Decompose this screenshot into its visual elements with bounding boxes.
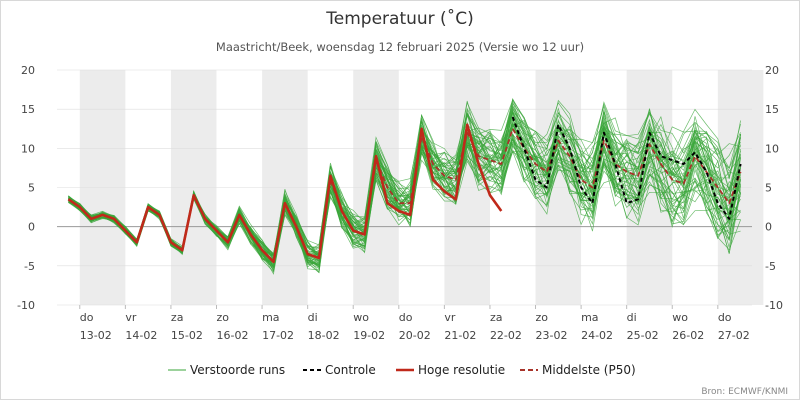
x-tick-date: 14-02 xyxy=(125,329,157,342)
x-tick-day: do xyxy=(399,311,413,324)
y-gridlines xyxy=(57,69,752,306)
x-tick-date: 17-02 xyxy=(262,329,294,342)
x-tick-date: 23-02 xyxy=(536,329,568,342)
x-tick-date: 19-02 xyxy=(353,329,385,342)
x-tick-date: 15-02 xyxy=(171,329,203,342)
x-tick-day: di xyxy=(627,311,637,324)
x-tick-day: za xyxy=(490,311,503,324)
y-tick-label: -10 xyxy=(17,299,35,312)
legend-label-hires: Hoge resolutie xyxy=(418,363,505,377)
y-tick-label: 15 xyxy=(21,103,35,116)
ensemble-line xyxy=(68,120,741,256)
y-tick-label: 20 xyxy=(21,64,35,77)
y-tick-label: -5 xyxy=(765,260,776,273)
legend: Verstoorde runs Controle Hoge resolutie … xyxy=(168,363,636,377)
legend-item-median[interactable]: Middelste (P50) xyxy=(520,363,636,377)
x-tick-date: 20-02 xyxy=(399,329,431,342)
y-tick-label: 0 xyxy=(765,221,772,234)
chart-title: Temperatuur (˚C) xyxy=(325,8,473,29)
x-tick-day: ma xyxy=(262,311,279,324)
x-tick-date: 22-02 xyxy=(490,329,522,342)
x-tick-day: za xyxy=(171,311,184,324)
x-tick-day: vr xyxy=(125,311,137,324)
x-tick-day: wo xyxy=(353,311,369,324)
x-tick-date: 27-02 xyxy=(718,329,750,342)
y-axis-right: -10 -5 0 5 10 15 20 xyxy=(765,64,783,312)
x-tick-day: do xyxy=(80,311,94,324)
y-tick-label: 5 xyxy=(28,182,35,195)
x-tick-day: wo xyxy=(672,311,688,324)
y-tick-label: 10 xyxy=(21,142,35,155)
x-tick-date: 25-02 xyxy=(627,329,659,342)
x-tick-date: 26-02 xyxy=(672,329,704,342)
chart-subtitle: Maastricht/Beek, woensdag 12 februari 20… xyxy=(216,40,584,54)
x-tick-day: vr xyxy=(444,311,456,324)
source-credit: Bron: ECMWF/KNMI xyxy=(701,387,788,397)
x-tick-day: do xyxy=(718,311,732,324)
x-axis: do 13-02 vr 14-02 za 15-02 zo 16-02 ma 17-02 di 18-… xyxy=(79,305,750,342)
y-tick-label: 15 xyxy=(765,103,779,116)
x-tick-day: zo xyxy=(217,311,230,324)
ensemble-line xyxy=(68,109,741,260)
legend-label-control: Controle xyxy=(325,363,376,377)
legend-label-ensemble: Verstoorde runs xyxy=(190,363,285,377)
legend-item-control[interactable]: Controle xyxy=(303,363,376,377)
y-axis-left: -10 -5 0 5 10 15 20 xyxy=(17,64,35,312)
legend-item-hires[interactable]: Hoge resolutie xyxy=(396,363,505,377)
x-tick-date: 16-02 xyxy=(217,329,249,342)
y-tick-label: 10 xyxy=(765,142,779,155)
x-tick-date: 21-02 xyxy=(444,329,476,342)
legend-item-ensemble[interactable]: Verstoorde runs xyxy=(168,363,285,377)
x-tick-day: ma xyxy=(581,311,598,324)
x-tick-day: di xyxy=(308,311,318,324)
legend-label-median: Middelste (P50) xyxy=(542,363,636,377)
x-tick-day: zo xyxy=(536,311,549,324)
y-tick-label: -10 xyxy=(765,299,783,312)
control-line xyxy=(511,116,742,220)
y-tick-label: -5 xyxy=(24,260,35,273)
x-tick-date: 18-02 xyxy=(308,329,340,342)
x-tick-date: 13-02 xyxy=(80,329,112,342)
main-series-lines xyxy=(67,116,742,264)
hires-line xyxy=(67,123,503,264)
x-tick-date: 24-02 xyxy=(581,329,613,342)
y-tick-label: 5 xyxy=(765,182,772,195)
y-tick-label: 20 xyxy=(765,64,779,77)
ensemble-line xyxy=(68,143,741,271)
y-tick-label: 0 xyxy=(28,221,35,234)
